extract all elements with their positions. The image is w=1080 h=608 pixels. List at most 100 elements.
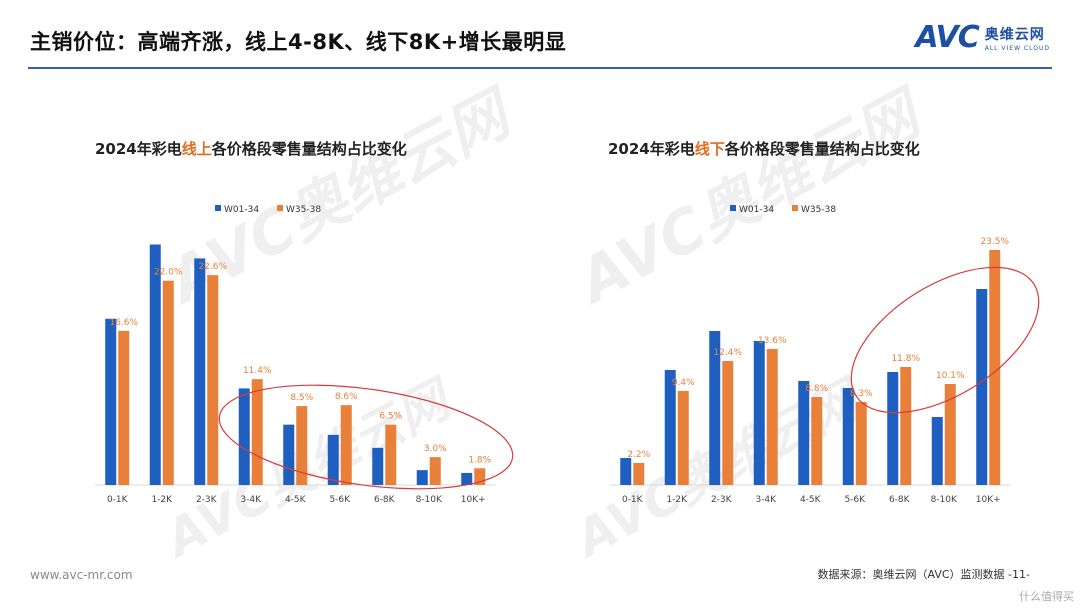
bar-w01-34 bbox=[798, 381, 810, 485]
x-tick-label: 0-1K bbox=[622, 495, 644, 505]
x-tick-label: 2-3K bbox=[196, 495, 218, 505]
x-tick-label: 3-4K bbox=[240, 495, 262, 505]
x-tick-label: 2-3K bbox=[711, 495, 733, 505]
legend-swatch bbox=[730, 205, 736, 211]
bar-w35-38 bbox=[385, 424, 397, 485]
x-tick-label: 8-10K bbox=[416, 495, 443, 505]
bar-w35-38 bbox=[251, 379, 263, 485]
bar-w35-38 bbox=[944, 384, 956, 485]
bar-w01-34 bbox=[105, 318, 117, 485]
bar-w01-34 bbox=[620, 458, 632, 485]
offline-bar-chart: W01-34 W35-38 2.2% 0-1K 9.4% 1-2K 12.4% 2-3K 13.… bbox=[610, 205, 1040, 505]
bar-w35-38 bbox=[677, 391, 689, 485]
bar-w01-34 bbox=[149, 244, 161, 485]
chart-title-online: 2024年彩电线上各价格段零售量结构占比变化 bbox=[95, 138, 407, 159]
chart-title-suffix: 各价格段零售量结构占比变化 bbox=[724, 140, 920, 158]
x-tick-label: 10K+ bbox=[976, 495, 1001, 505]
bar-w01-34 bbox=[842, 388, 854, 485]
data-label: 9.4% bbox=[672, 378, 695, 388]
legend-swatch bbox=[277, 205, 283, 211]
bar-w35-38 bbox=[633, 463, 645, 485]
bar-w01-34 bbox=[664, 370, 676, 485]
bar-w35-38 bbox=[429, 457, 441, 485]
bar-w35-38 bbox=[722, 361, 734, 485]
bar-w01-34 bbox=[709, 331, 721, 485]
bar-w35-38 bbox=[766, 349, 778, 485]
x-tick-label: 6-8K bbox=[889, 495, 911, 505]
legend-label: W35-38 bbox=[286, 205, 321, 215]
highlight-ellipse bbox=[218, 384, 514, 490]
legend-swatch bbox=[215, 205, 221, 211]
bar-w35-38 bbox=[118, 330, 130, 485]
data-label: 23.5% bbox=[980, 237, 1009, 247]
bar-w01-34 bbox=[931, 417, 943, 485]
x-tick-label: 1-2K bbox=[666, 495, 688, 505]
data-label: 8.3% bbox=[850, 389, 873, 399]
chart-legend: W01-34 W35-38 bbox=[730, 205, 836, 215]
data-label: 2.2% bbox=[627, 450, 650, 460]
x-tick-label: 10K+ bbox=[461, 495, 486, 505]
highlight-ellipse bbox=[850, 266, 1040, 414]
x-tick-label: 4-5K bbox=[285, 495, 307, 505]
brand-logo: AVC 奥维云网 ALL VIEW CLOUD bbox=[915, 20, 1050, 55]
bar-w35-38 bbox=[296, 406, 308, 485]
bar-w01-34 bbox=[283, 424, 295, 485]
bar-w35-38 bbox=[162, 280, 174, 485]
data-label: 8.8% bbox=[805, 384, 828, 394]
chart-title-suffix: 各价格段零售量结构占比变化 bbox=[211, 140, 407, 158]
data-label: 12.4% bbox=[713, 348, 742, 358]
bar-w01-34 bbox=[887, 372, 899, 485]
brand-mark: AVC bbox=[915, 20, 979, 55]
corner-watermark: 什么值得买 bbox=[1019, 590, 1074, 603]
chart-title-highlight: 线下 bbox=[694, 140, 725, 158]
data-label: 22.0% bbox=[154, 268, 183, 278]
footer-url: www.avc-mr.com bbox=[30, 568, 133, 582]
bar-w35-38 bbox=[207, 275, 219, 485]
bar-w01-34 bbox=[461, 472, 473, 485]
bar-w35-38 bbox=[340, 405, 352, 485]
bar-w01-34 bbox=[372, 447, 384, 485]
chart-legend: W01-34 W35-38 bbox=[215, 205, 321, 215]
data-label: 8.5% bbox=[290, 393, 313, 403]
online-bar-chart: W01-34 W35-38 16.6% 0-1K 22.0% 1-2K 22.6% 2-3K 1… bbox=[95, 205, 514, 505]
footer-source: 数据来源：奥维云网（AVC）监测数据 -11- bbox=[817, 568, 1030, 581]
chart-title-prefix: 2024年彩电 bbox=[608, 140, 695, 158]
title-divider bbox=[28, 67, 1052, 69]
data-label: 13.6% bbox=[758, 336, 787, 346]
x-tick-label: 5-6K bbox=[844, 495, 866, 505]
bar-w35-38 bbox=[474, 468, 486, 485]
bar-w01-34 bbox=[194, 258, 206, 485]
bar-w01-34 bbox=[753, 341, 765, 485]
bar-w35-38 bbox=[855, 402, 867, 485]
data-label: 6.5% bbox=[379, 412, 402, 422]
x-tick-label: 6-8K bbox=[374, 495, 396, 505]
legend-label: W01-34 bbox=[224, 205, 259, 215]
data-label: 11.4% bbox=[243, 366, 272, 376]
brand-name-en: ALL VIEW CLOUD bbox=[984, 44, 1050, 52]
chart-title-highlight: 线上 bbox=[181, 140, 212, 158]
data-label: 8.6% bbox=[335, 392, 358, 402]
legend-label: W01-34 bbox=[739, 205, 774, 215]
bar-w01-34 bbox=[976, 289, 988, 485]
bar-w35-38 bbox=[811, 397, 823, 485]
x-tick-label: 8-10K bbox=[931, 495, 958, 505]
data-label: 1.8% bbox=[468, 455, 491, 465]
bar-w35-38 bbox=[989, 250, 1001, 485]
chart-title-prefix: 2024年彩电 bbox=[95, 140, 182, 158]
brand-name-cn: 奥维云网 bbox=[984, 26, 1045, 43]
x-tick-label: 1-2K bbox=[151, 495, 173, 505]
data-label: 11.8% bbox=[891, 354, 920, 364]
x-tick-label: 3-4K bbox=[755, 495, 777, 505]
legend-label: W35-38 bbox=[801, 205, 836, 215]
x-tick-label: 5-6K bbox=[329, 495, 351, 505]
bar-w01-34 bbox=[238, 388, 250, 485]
legend-swatch bbox=[792, 205, 798, 211]
chart-title-offline: 2024年彩电线下各价格段零售量结构占比变化 bbox=[608, 138, 920, 159]
bar-w01-34 bbox=[327, 434, 339, 485]
x-tick-label: 0-1K bbox=[107, 495, 129, 505]
data-label: 16.6% bbox=[109, 318, 138, 328]
data-label: 22.6% bbox=[198, 262, 227, 272]
bar-w01-34 bbox=[416, 470, 428, 485]
data-label: 10.1% bbox=[936, 371, 965, 381]
x-tick-label: 4-5K bbox=[800, 495, 822, 505]
